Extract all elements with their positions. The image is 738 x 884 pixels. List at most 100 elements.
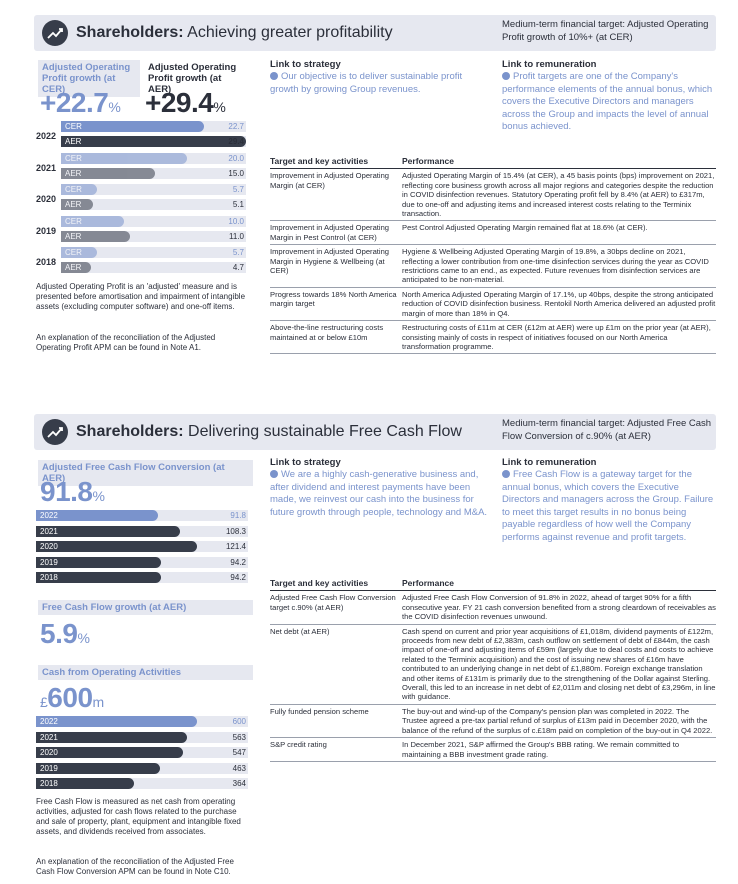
link-strategy-heading: Link to strategy — [270, 457, 341, 468]
metric-label-fcf-conversion: Adjusted Free Cash Flow Conversion (at A… — [38, 460, 253, 486]
link-strategy-heading: Link to strategy — [270, 59, 341, 70]
bar-cer: CER — [61, 121, 204, 132]
bar-value-cer: 5.7 — [232, 185, 244, 194]
metric-value-fcf-conversion: 91.8% — [40, 476, 105, 507]
performance-cell: Adjusted Operating Margin of 15.4% (at C… — [402, 168, 716, 222]
metric-value-cash-operating: £600m — [40, 682, 104, 713]
chart-growth-icon — [42, 20, 68, 46]
bar-aer: AER — [61, 167, 156, 179]
bar-track — [61, 184, 246, 195]
bar-value: 121.4 — [225, 542, 246, 551]
performance-cell: Cash spend on current and prior year acq… — [402, 624, 716, 705]
performance-cell: Restructuring costs of £11m at CER (£12m… — [402, 320, 716, 355]
bar-track — [61, 199, 246, 210]
bar-value-aer: 5.1 — [232, 200, 244, 209]
bar-year: 2020 — [36, 541, 197, 552]
bar-year: 2021 — [36, 525, 180, 537]
bar-value-cer: 5.7 — [232, 248, 244, 257]
bar-year: 2018 — [36, 572, 161, 583]
bar-track — [61, 262, 246, 273]
table-row: Fully funded pension scheme The buy-out a… — [270, 704, 716, 739]
table-row: Progress towards 18% North America margi… — [270, 287, 716, 322]
metric-value-fcf-growth: 5.9% — [40, 618, 90, 649]
bar-aer: AER — [61, 262, 91, 273]
performance-cell: North America Adjusted Operating Margin … — [402, 287, 716, 322]
link-remuneration-heading: Link to remuneration — [502, 59, 597, 70]
bar-value-aer: 15.0 — [228, 168, 244, 178]
section-title: Shareholders: Delivering sustainable Fre… — [76, 423, 462, 440]
bar-value-cer: 20.0 — [228, 153, 244, 163]
year-label: 2020 — [36, 194, 57, 204]
section-header-free-cash-flow: Shareholders: Delivering sustainable Fre… — [34, 414, 716, 450]
bar-value: 91.8 — [230, 511, 246, 520]
target-cell: S&P credit rating — [270, 737, 402, 762]
bar-value-cer: 10.0 — [228, 216, 244, 226]
target-cell: Improvement in Adjusted Operating Margin… — [270, 220, 402, 246]
bar-year: 2019 — [36, 556, 161, 568]
bar-value-aer: 4.7 — [232, 263, 244, 272]
arrow-icon — [502, 470, 510, 478]
footnote-adjusted-op: Adjusted Operating Profit is an 'adjuste… — [36, 282, 246, 311]
medium-term-target: Medium-term financial target: Adjusted O… — [502, 19, 709, 43]
table-row: Improvement in Adjusted Operating Margin… — [270, 220, 716, 246]
metric-value-aer: +29.4% — [145, 87, 226, 118]
column-header: Target and key activities — [270, 155, 402, 170]
bar-track — [61, 247, 246, 258]
arrow-icon — [502, 72, 510, 80]
bar-year: 2020 — [36, 747, 183, 758]
column-header: Target and key activities — [270, 577, 402, 592]
bar-year: 2021 — [36, 731, 188, 743]
footnote-reconciliation: An explanation of the reconciliation of … — [36, 333, 216, 352]
section-title: Shareholders: Achieving greater profitab… — [76, 24, 393, 41]
link-strategy-text: We are a highly cash-generative business… — [270, 469, 488, 518]
section-header-profitability: Shareholders: Achieving greater profitab… — [34, 15, 716, 51]
bar-aer: AER — [61, 230, 131, 242]
link-remuneration-text: Free Cash Flow is a gateway target for t… — [502, 469, 714, 543]
activities-table-profitability: Target and key activities Performance Impr… — [270, 155, 716, 355]
arrow-icon — [270, 72, 278, 80]
link-remuneration-heading: Link to remuneration — [502, 457, 597, 468]
bar-year: 2022 — [36, 510, 158, 521]
footnote-fcf-definition: Free Cash Flow is measured as net cash f… — [36, 797, 241, 836]
target-cell: Net debt (at AER) — [270, 624, 402, 705]
metric-label-aer: Adjusted Operating Profit growth (at AER… — [144, 60, 248, 97]
year-label: 2019 — [36, 225, 57, 236]
bar-aer: AER — [61, 136, 246, 147]
year-label: 2022 — [36, 131, 57, 141]
bar-track — [61, 230, 246, 242]
link-strategy-text: Our objective is to deliver sustainable … — [270, 71, 463, 95]
bar-cer: CER — [61, 184, 97, 195]
table-row: Net debt (at AER) Cash spend on current a… — [270, 624, 716, 705]
target-cell: Progress towards 18% North America margi… — [270, 287, 402, 322]
table-row: Adjusted Free Cash Flow Conversion targe… — [270, 590, 716, 625]
column-header: Performance — [402, 155, 716, 170]
target-cell: Fully funded pension scheme — [270, 704, 402, 739]
bar-track — [36, 778, 248, 789]
bar-value: 364 — [232, 779, 246, 788]
column-header: Performance — [402, 577, 716, 592]
bar-value: 94.2 — [230, 557, 246, 567]
bar-cer: CER — [61, 215, 124, 227]
year-label: 2018 — [36, 257, 57, 267]
performance-cell: In December 2021, S&P affirmed the Group… — [402, 737, 716, 762]
bar-cer: CER — [61, 152, 187, 164]
bar-value-cer: 22.7 — [228, 122, 244, 131]
bar-value: 600 — [232, 717, 246, 726]
bar-value: 94.2 — [230, 573, 246, 582]
table-row: Improvement in Adjusted Operating Margin… — [270, 168, 716, 222]
table-row: S&P credit rating In December 2021, S&P a… — [270, 737, 716, 762]
target-cell: Improvement in Adjusted Operating Margin… — [270, 168, 402, 222]
medium-term-target: Medium-term financial target: Adjusted F… — [502, 418, 712, 442]
performance-cell: Hygiene & Wellbeing Adjusted Operating M… — [402, 244, 716, 288]
arrow-icon — [270, 470, 278, 478]
bar-value-aer: 11.0 — [229, 231, 244, 241]
performance-cell: Adjusted Free Cash Flow Conversion of 91… — [402, 590, 716, 625]
activities-table-free-cash-flow: Target and key activities Performance Adju… — [270, 577, 716, 762]
metric-value-cer: +22.7% — [40, 87, 121, 118]
bar-value: 563 — [232, 732, 246, 742]
bar-cer: CER — [61, 247, 97, 258]
metric-label-fcf-growth: Free Cash Flow growth (at AER) — [38, 600, 253, 615]
target-cell: Improvement in Adjusted Operating Margin… — [270, 244, 402, 288]
performance-cell: Pest Control Adjusted Operating Margin r… — [402, 220, 716, 246]
bar-value: 108.3 — [225, 526, 246, 536]
